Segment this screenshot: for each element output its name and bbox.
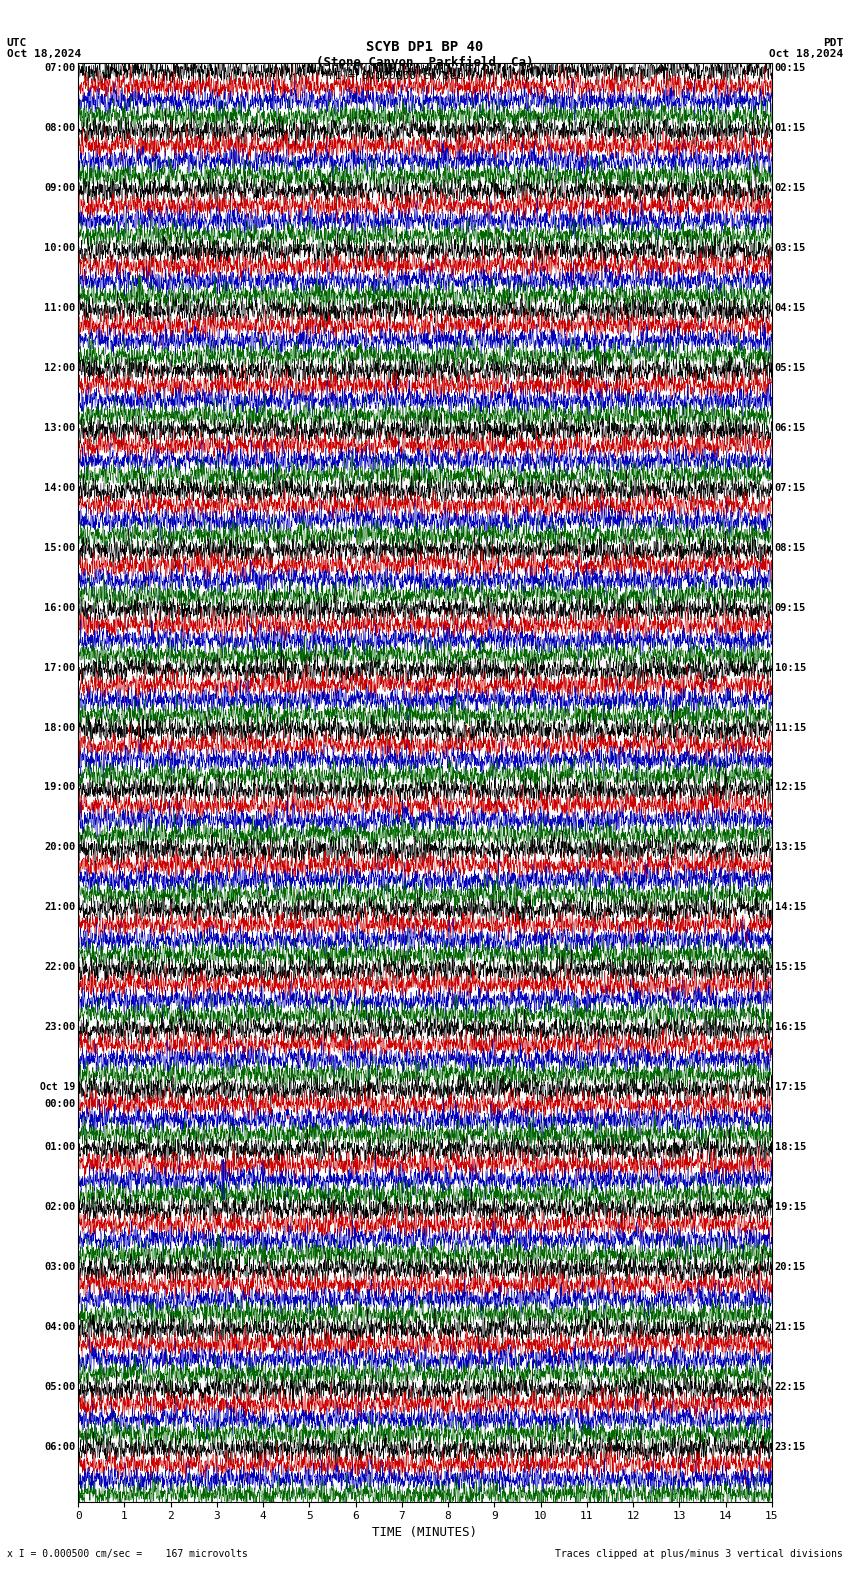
Text: 11:15: 11:15: [774, 722, 806, 732]
Text: 04:00: 04:00: [44, 1321, 76, 1332]
Text: 03:15: 03:15: [774, 244, 806, 253]
Text: 01:00: 01:00: [44, 1142, 76, 1152]
Text: 22:15: 22:15: [774, 1381, 806, 1392]
Text: 19:00: 19:00: [44, 782, 76, 792]
Text: Oct 18,2024: Oct 18,2024: [7, 49, 81, 59]
Text: SCYB DP1 BP 40: SCYB DP1 BP 40: [366, 40, 484, 54]
Text: (Stone Canyon, Parkfield, Ca): (Stone Canyon, Parkfield, Ca): [316, 55, 534, 70]
Text: 08:00: 08:00: [44, 124, 76, 133]
Text: 16:00: 16:00: [44, 602, 76, 613]
Text: 22:00: 22:00: [44, 961, 76, 973]
Text: Oct 18,2024: Oct 18,2024: [769, 49, 843, 59]
Text: 08:15: 08:15: [774, 543, 806, 553]
Text: 12:00: 12:00: [44, 363, 76, 372]
Text: 02:15: 02:15: [774, 184, 806, 193]
Text: 13:15: 13:15: [774, 843, 806, 852]
Text: Oct 19: Oct 19: [40, 1082, 76, 1091]
Text: 20:15: 20:15: [774, 1262, 806, 1272]
Text: 06:15: 06:15: [774, 423, 806, 432]
Text: 10:00: 10:00: [44, 244, 76, 253]
Text: 05:00: 05:00: [44, 1381, 76, 1392]
Text: 17:15: 17:15: [774, 1082, 806, 1091]
X-axis label: TIME (MINUTES): TIME (MINUTES): [372, 1525, 478, 1538]
Text: 06:00: 06:00: [44, 1441, 76, 1451]
Text: 14:00: 14:00: [44, 483, 76, 493]
Text: 15:15: 15:15: [774, 961, 806, 973]
Text: 17:00: 17:00: [44, 662, 76, 673]
Text: 11:00: 11:00: [44, 303, 76, 314]
Text: PDT: PDT: [823, 38, 843, 48]
Text: 07:00: 07:00: [44, 63, 76, 73]
Text: 23:00: 23:00: [44, 1022, 76, 1033]
Text: 10:15: 10:15: [774, 662, 806, 673]
Text: 16:15: 16:15: [774, 1022, 806, 1033]
Text: 02:00: 02:00: [44, 1202, 76, 1212]
Text: 14:15: 14:15: [774, 903, 806, 912]
Text: 01:15: 01:15: [774, 124, 806, 133]
Text: 09:00: 09:00: [44, 184, 76, 193]
Text: 19:15: 19:15: [774, 1202, 806, 1212]
Text: Traces clipped at plus/minus 3 vertical divisions: Traces clipped at plus/minus 3 vertical …: [555, 1549, 843, 1559]
Text: 12:15: 12:15: [774, 782, 806, 792]
Text: UTC: UTC: [7, 38, 27, 48]
Text: I = 0.000500 cm/sec: I = 0.000500 cm/sec: [336, 71, 463, 81]
Text: 18:00: 18:00: [44, 722, 76, 732]
Text: 21:15: 21:15: [774, 1321, 806, 1332]
Text: 05:15: 05:15: [774, 363, 806, 372]
Text: 03:00: 03:00: [44, 1262, 76, 1272]
Text: 00:15: 00:15: [774, 63, 806, 73]
Text: x I = 0.000500 cm/sec =    167 microvolts: x I = 0.000500 cm/sec = 167 microvolts: [7, 1549, 247, 1559]
Text: 20:00: 20:00: [44, 843, 76, 852]
Text: 04:15: 04:15: [774, 303, 806, 314]
Text: 09:15: 09:15: [774, 602, 806, 613]
Text: 15:00: 15:00: [44, 543, 76, 553]
Text: 00:00: 00:00: [44, 1099, 76, 1109]
Text: 07:15: 07:15: [774, 483, 806, 493]
Text: 21:00: 21:00: [44, 903, 76, 912]
Text: 18:15: 18:15: [774, 1142, 806, 1152]
Text: 13:00: 13:00: [44, 423, 76, 432]
Text: 23:15: 23:15: [774, 1441, 806, 1451]
